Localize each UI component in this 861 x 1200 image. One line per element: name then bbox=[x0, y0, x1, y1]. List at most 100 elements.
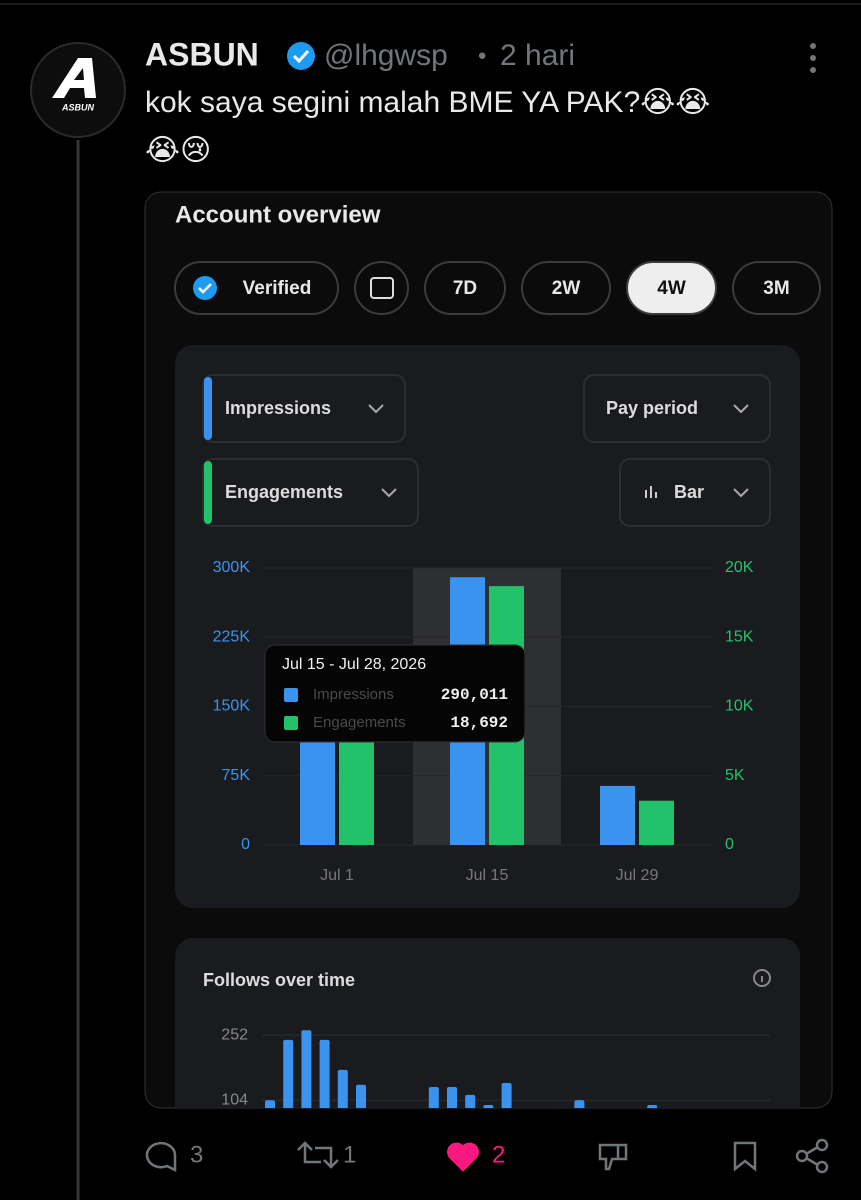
avatar[interactable]: ASBUN bbox=[30, 42, 126, 138]
chart-panel bbox=[175, 938, 800, 1108]
calendar-icon bbox=[370, 277, 394, 299]
badge-check bbox=[292, 49, 310, 64]
share-icon bbox=[815, 1138, 829, 1152]
share-icon[interactable] bbox=[795, 1149, 809, 1163]
dropdown-label: Impressions bbox=[225, 398, 331, 418]
bar bbox=[428, 1086, 439, 1108]
dropdown-label: Pay period bbox=[606, 398, 698, 418]
more-button[interactable] bbox=[810, 43, 816, 73]
dropdown[interactable] bbox=[583, 374, 771, 443]
filter-label: 3M bbox=[763, 278, 789, 299]
filter-pill[interactable] bbox=[424, 261, 506, 315]
dot bbox=[810, 55, 816, 61]
filter-label: Verified bbox=[243, 278, 312, 299]
y-tick-label: 150K bbox=[213, 698, 251, 715]
dropdown-label: Bar bbox=[674, 482, 704, 502]
y2-tick-label: 15K bbox=[725, 628, 754, 645]
bar bbox=[301, 1030, 312, 1108]
x-tick-label: Jul 29 bbox=[616, 867, 659, 884]
tooltip-name: Engagements bbox=[313, 714, 406, 731]
like-count: 2 bbox=[492, 1141, 505, 1168]
bar bbox=[283, 1039, 294, 1108]
reply-count: 3 bbox=[190, 1141, 203, 1168]
share-icon bbox=[815, 1160, 829, 1174]
bar bbox=[356, 1084, 366, 1108]
bookmark-icon[interactable] bbox=[733, 1141, 757, 1172]
verified-icon bbox=[193, 276, 217, 300]
y2-tick-label: 10K bbox=[725, 698, 754, 715]
chevron bbox=[733, 404, 749, 414]
tooltip-value: 18,692 bbox=[450, 714, 508, 732]
bar bbox=[319, 1039, 330, 1108]
avatar-logo bbox=[52, 58, 96, 98]
post-text: 😭😢 bbox=[145, 134, 211, 167]
tooltip: Jul 15 - Jul 28, 2026 Impressions 290,011 E… bbox=[264, 644, 526, 743]
chevron bbox=[381, 488, 397, 498]
bar bbox=[337, 1069, 348, 1108]
bar-icon bbox=[645, 486, 657, 498]
dislike-icon[interactable] bbox=[598, 1143, 628, 1171]
post-text: kok saya segini malah BME YA PAK?😭😭 bbox=[145, 86, 710, 119]
repost-count: 1 bbox=[343, 1141, 356, 1168]
y2-tick-label: 5K bbox=[725, 767, 745, 784]
y-tick-label: 75K bbox=[222, 767, 251, 784]
y2-tick-label: 20K bbox=[725, 559, 754, 576]
filter-pill[interactable] bbox=[626, 261, 717, 315]
badge-circle bbox=[287, 42, 315, 70]
bar bbox=[447, 1086, 457, 1108]
chevron bbox=[733, 488, 749, 498]
post-time[interactable]: 2 hari bbox=[500, 39, 575, 72]
heading: Account overview bbox=[175, 201, 381, 228]
tooltip-swatch bbox=[284, 688, 298, 702]
dropdown[interactable] bbox=[619, 458, 771, 527]
filter-pill[interactable] bbox=[732, 261, 821, 315]
dropdown-label: Engagements bbox=[225, 482, 343, 502]
calendar-pill[interactable] bbox=[354, 261, 409, 315]
bar bbox=[639, 800, 674, 845]
filter-label: 4W bbox=[657, 278, 686, 299]
like-icon[interactable] bbox=[447, 1142, 479, 1172]
series-indicator bbox=[204, 461, 212, 524]
y-tick-label: 300K bbox=[213, 559, 251, 576]
separator: • bbox=[478, 42, 486, 69]
x-tick-label: Jul 1 bbox=[320, 867, 354, 884]
y-tick-label: 252 bbox=[221, 1026, 248, 1043]
chevron bbox=[368, 404, 384, 414]
y-tick-label: 225K bbox=[213, 628, 251, 645]
tooltip-value: 290,011 bbox=[441, 686, 508, 704]
filter-label: 2W bbox=[552, 278, 581, 299]
action-icons bbox=[145, 1138, 829, 1174]
repost-icon[interactable] bbox=[297, 1141, 339, 1169]
bar bbox=[465, 1094, 476, 1108]
avatar-circle bbox=[30, 42, 126, 138]
x-tick-label: Jul 15 bbox=[466, 867, 509, 884]
avatar-text: ASBUN bbox=[61, 102, 95, 112]
y-tick-label: 0 bbox=[241, 836, 250, 853]
dot bbox=[810, 43, 816, 49]
tooltip-name: Impressions bbox=[313, 686, 394, 703]
filter-pill[interactable] bbox=[174, 261, 339, 315]
share-icon bbox=[805, 1145, 819, 1167]
filter-pill[interactable] bbox=[521, 261, 611, 315]
tooltip-swatch bbox=[284, 716, 298, 730]
tooltip-box bbox=[264, 644, 526, 743]
dropdown[interactable] bbox=[202, 374, 406, 443]
filter-label: 7D bbox=[453, 278, 477, 299]
info-icon[interactable] bbox=[753, 969, 771, 987]
author-name[interactable]: ASBUN bbox=[145, 36, 259, 72]
reply-icon[interactable] bbox=[145, 1141, 177, 1173]
verified-icon bbox=[198, 283, 212, 294]
media-content: Account overview Verified 7D 2W 4W 3M Impress… bbox=[174, 201, 821, 1108]
tooltip-title: Jul 15 - Jul 28, 2026 bbox=[282, 656, 426, 673]
dropdown[interactable] bbox=[202, 458, 419, 527]
chart-title: Follows over time bbox=[203, 970, 355, 990]
y-tick-label: 104 bbox=[221, 1091, 248, 1108]
dot bbox=[810, 67, 816, 73]
y2-tick-label: 0 bbox=[725, 836, 734, 853]
verified-badge bbox=[287, 42, 315, 70]
bar bbox=[501, 1083, 512, 1108]
author-handle[interactable]: @lhgwsp bbox=[324, 39, 448, 72]
series-indicator bbox=[204, 377, 212, 440]
bar bbox=[600, 785, 635, 845]
